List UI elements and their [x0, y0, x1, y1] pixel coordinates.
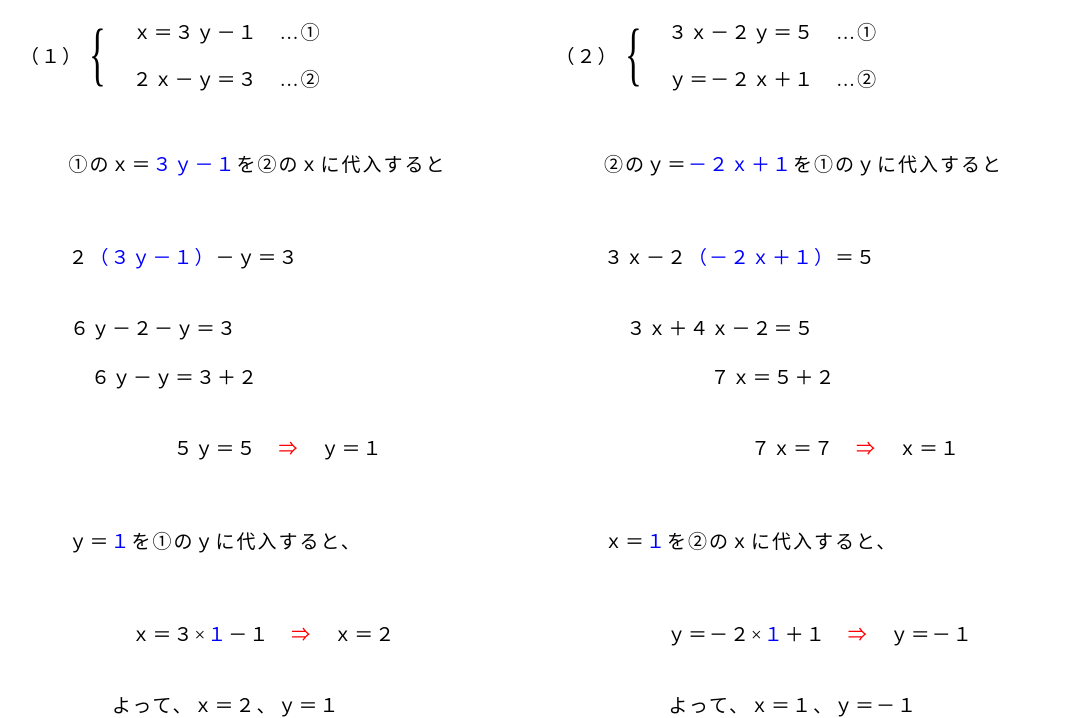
p2-intro-post: を①のｙに代入すると — [793, 155, 1003, 176]
p2-step4-lhs: ７ｘ＝７ — [604, 439, 856, 460]
p2-final-arrow-icon: ⇒ — [848, 625, 869, 646]
p1-step4-lhs: ５ｙ＝５ — [69, 439, 279, 460]
p2-intro-blue: －２ｘ＋１ — [688, 155, 793, 176]
p2-intro-pre: ②のｙ＝ — [604, 155, 688, 176]
problem-2-system: （２） { ３ｘ－２ｙ＝５ …① ｙ＝－２ｘ＋１ …② — [556, 18, 1072, 92]
p2-step3: ７ｘ＝５＋２ — [564, 363, 1072, 390]
p1-final-post: －１ — [228, 625, 291, 646]
problem-1-eq2: ２ｘ－ｙ＝３ …② — [133, 65, 322, 92]
p1-intro-pre: ①のｘ＝ — [69, 155, 153, 176]
problem-2-eq1: ３ｘ－２ｙ＝５ …① — [668, 18, 878, 45]
p2-step1-post: ＝５ — [835, 248, 877, 269]
p1-back-pre: ｙ＝ — [69, 532, 111, 553]
p1-step1-blue: （３ｙ－１） — [90, 248, 216, 269]
p2-final-pre: ｙ＝－２× — [604, 625, 764, 646]
p1-back-blue: １ — [111, 532, 132, 553]
p1-final-eq: ｘ＝３×１－１ ⇒ ｘ＝２ — [28, 598, 536, 669]
p1-intro-post: を②のｘに代入すると — [237, 155, 447, 176]
p2-back-pre: ｘ＝ — [604, 532, 646, 553]
p1-step1: ２（３ｙ－１）－ｙ＝３ — [28, 221, 536, 292]
p1-arrow-icon: ⇒ — [279, 439, 300, 460]
p2-step4: ７ｘ＝７ ⇒ ｘ＝１ — [564, 412, 1072, 483]
p2-final-blue: １ — [764, 625, 785, 646]
worksheet-page: （１） { ｘ＝３ｙ－１ …① ２ｘ－ｙ＝３ …② ①のｘ＝３ｙ－１を②のｘに代… — [0, 0, 1091, 615]
left-brace-icon: { — [625, 27, 643, 83]
p2-back-post: を②のｘに代入すると、 — [667, 532, 897, 553]
p1-intro-blue: ３ｙ－１ — [153, 155, 237, 176]
problem-1-column: （１） { ｘ＝３ｙ－１ …① ２ｘ－ｙ＝３ …② ①のｘ＝３ｙ－１を②のｘに代… — [10, 18, 546, 615]
problem-2-eq2: ｙ＝－２ｘ＋１ …② — [668, 65, 878, 92]
p2-back-blue: １ — [646, 532, 667, 553]
p2-intro: ②のｙ＝－２ｘ＋１を①のｙに代入すると — [564, 128, 1072, 199]
p1-step1-post: －ｙ＝３ — [216, 248, 300, 269]
problem-1-number: （１） — [20, 42, 83, 69]
p2-step1: ３ｘ－２（－２ｘ＋１）＝５ — [564, 221, 1072, 292]
p1-final-blue: １ — [207, 625, 228, 646]
p1-step2: ６ｙ－２－ｙ＝３ — [28, 314, 536, 341]
problem-2-column: （２） { ３ｘ－２ｙ＝５ …① ｙ＝－２ｘ＋１ …② ②のｙ＝－２ｘ＋１を①の… — [546, 18, 1082, 615]
p1-step1-pre: ２ — [69, 248, 90, 269]
p1-intro: ①のｘ＝３ｙ－１を②のｘに代入すると — [28, 128, 536, 199]
p1-step4-rhs: ｙ＝１ — [300, 439, 384, 460]
p1-final-res: ｘ＝２ — [312, 625, 396, 646]
problem-1-equations: ｘ＝３ｙ－１ …① ２ｘ－ｙ＝３ …② — [133, 18, 322, 92]
p2-arrow-icon: ⇒ — [856, 439, 877, 460]
p2-step1-blue: （－２ｘ＋１） — [688, 248, 835, 269]
p2-step4-rhs: ｘ＝１ — [877, 439, 961, 460]
p2-step1-pre: ３ｘ－２ — [604, 248, 688, 269]
problem-2-number: （２） — [556, 42, 619, 69]
problem-1-eq1: ｘ＝３ｙ－１ …① — [133, 18, 322, 45]
p2-back-sub: ｘ＝１を②のｘに代入すると、 — [564, 505, 1072, 576]
p2-step2: ３ｘ＋４ｘ－２＝５ — [564, 314, 1072, 341]
problem-2-equations: ３ｘ－２ｙ＝５ …① ｙ＝－２ｘ＋１ …② — [668, 18, 878, 92]
left-brace-icon: { — [89, 27, 107, 83]
p1-step4: ５ｙ＝５ ⇒ ｙ＝１ — [28, 412, 536, 483]
p1-final-pre: ｘ＝３× — [69, 625, 208, 646]
problem-1-system: （１） { ｘ＝３ｙ－１ …① ２ｘ－ｙ＝３ …② — [20, 18, 536, 92]
p1-back-sub: ｙ＝１を①のｙに代入すると、 — [28, 505, 536, 576]
p2-answer: よって、ｘ＝１、ｙ＝－１ — [564, 691, 1072, 718]
p1-back-post: を①のｙに代入すると、 — [132, 532, 362, 553]
p1-step3: ６ｙ－ｙ＝３＋２ — [28, 363, 536, 390]
p1-answer: よって、ｘ＝２、ｙ＝１ — [28, 691, 536, 718]
p2-final-post: ＋１ — [785, 625, 848, 646]
p2-final-eq: ｙ＝－２×１＋１ ⇒ ｙ＝－１ — [564, 598, 1072, 669]
p2-final-res: ｙ＝－１ — [869, 625, 974, 646]
p1-final-arrow-icon: ⇒ — [291, 625, 312, 646]
